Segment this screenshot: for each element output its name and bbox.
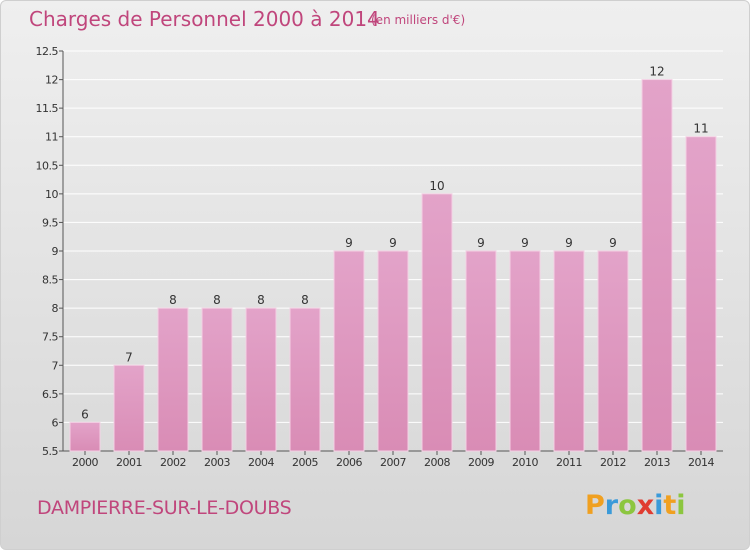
- x-tick-label: 2007: [380, 456, 406, 469]
- x-tick-label: 2009: [468, 456, 494, 469]
- x-tick-label: 2001: [116, 456, 142, 469]
- bar: [289, 307, 321, 452]
- bar: [69, 421, 101, 452]
- bar-value-label: 7: [125, 350, 133, 364]
- bar: [333, 250, 365, 452]
- chart-title: Charges de Personnel 2000 à 2014: [29, 7, 380, 31]
- bar-value-label: 11: [693, 122, 708, 136]
- bar: [553, 250, 585, 452]
- x-tick-label: 2004: [248, 456, 274, 469]
- y-tick-label: 9.5: [42, 216, 58, 229]
- y-tick-label: 7: [52, 359, 59, 372]
- bar: [377, 250, 409, 452]
- y-tick-label: 10.5: [36, 159, 59, 172]
- x-tick-label: 2000: [72, 456, 98, 469]
- y-tick-label: 11.5: [36, 102, 59, 115]
- x-tick-label: 2003: [204, 456, 230, 469]
- bar: [597, 250, 629, 452]
- x-tick-label: 2013: [644, 456, 670, 469]
- y-tick-label: 9: [52, 245, 59, 258]
- bar-value-label: 8: [301, 293, 309, 307]
- y-tick-label: 6.5: [42, 388, 58, 401]
- bar-value-label: 9: [521, 236, 529, 250]
- x-tick-label: 2011: [556, 456, 582, 469]
- bar: [201, 307, 233, 452]
- x-tick-label: 2002: [160, 456, 186, 469]
- x-tick-label: 2010: [512, 456, 538, 469]
- bar-value-label: 12: [649, 65, 664, 79]
- brand-letter: o: [618, 490, 637, 521]
- y-tick-label: 8.5: [42, 274, 58, 287]
- bar-value-label: 9: [609, 236, 617, 250]
- bar-value-label: 8: [169, 293, 177, 307]
- bar-value-label: 10: [429, 179, 444, 193]
- x-tick-label: 2012: [600, 456, 626, 469]
- brand-letter: i: [654, 490, 664, 521]
- y-tick-label: 6: [52, 416, 59, 429]
- x-tick-label: 2006: [336, 456, 362, 469]
- bar: [465, 250, 497, 452]
- y-tick-label: 7.5: [42, 331, 58, 344]
- brand-letter: P: [585, 490, 605, 521]
- x-tick-label: 2005: [292, 456, 318, 469]
- bar-value-label: 6: [81, 407, 89, 421]
- bar: [421, 193, 453, 452]
- brand-letter: x: [636, 490, 655, 521]
- commune-name: DAMPIERRE-SUR-LE-DOUBS: [37, 497, 292, 519]
- bar-value-label: 8: [257, 293, 265, 307]
- y-tick-label: 8: [52, 302, 59, 315]
- brand-letter: r: [604, 490, 619, 521]
- bar-value-label: 9: [389, 236, 397, 250]
- x-tick-label: 2014: [688, 456, 714, 469]
- y-tick-label: 5.5: [42, 445, 58, 458]
- chart-subtitle: (en milliers d'€): [371, 13, 466, 27]
- brand-letter: i: [676, 490, 686, 521]
- y-tick-label: 12: [45, 74, 58, 87]
- bar: [157, 307, 189, 452]
- y-tick-label: 11: [45, 131, 58, 144]
- bar: [245, 307, 277, 452]
- brand-letter: t: [663, 490, 677, 521]
- bar-value-label: 9: [477, 236, 485, 250]
- bar: [509, 250, 541, 452]
- y-tick-label: 10: [45, 188, 58, 201]
- bar: [113, 364, 145, 452]
- brand-logo[interactable]: Proxiti: [585, 490, 686, 521]
- bar-value-label: 8: [213, 293, 221, 307]
- bar: [685, 136, 717, 452]
- bar-value-label: 9: [565, 236, 573, 250]
- bar-value-label: 9: [345, 236, 353, 250]
- x-tick-label: 2008: [424, 456, 450, 469]
- bar: [641, 79, 673, 452]
- y-tick-label: 12.5: [36, 45, 59, 58]
